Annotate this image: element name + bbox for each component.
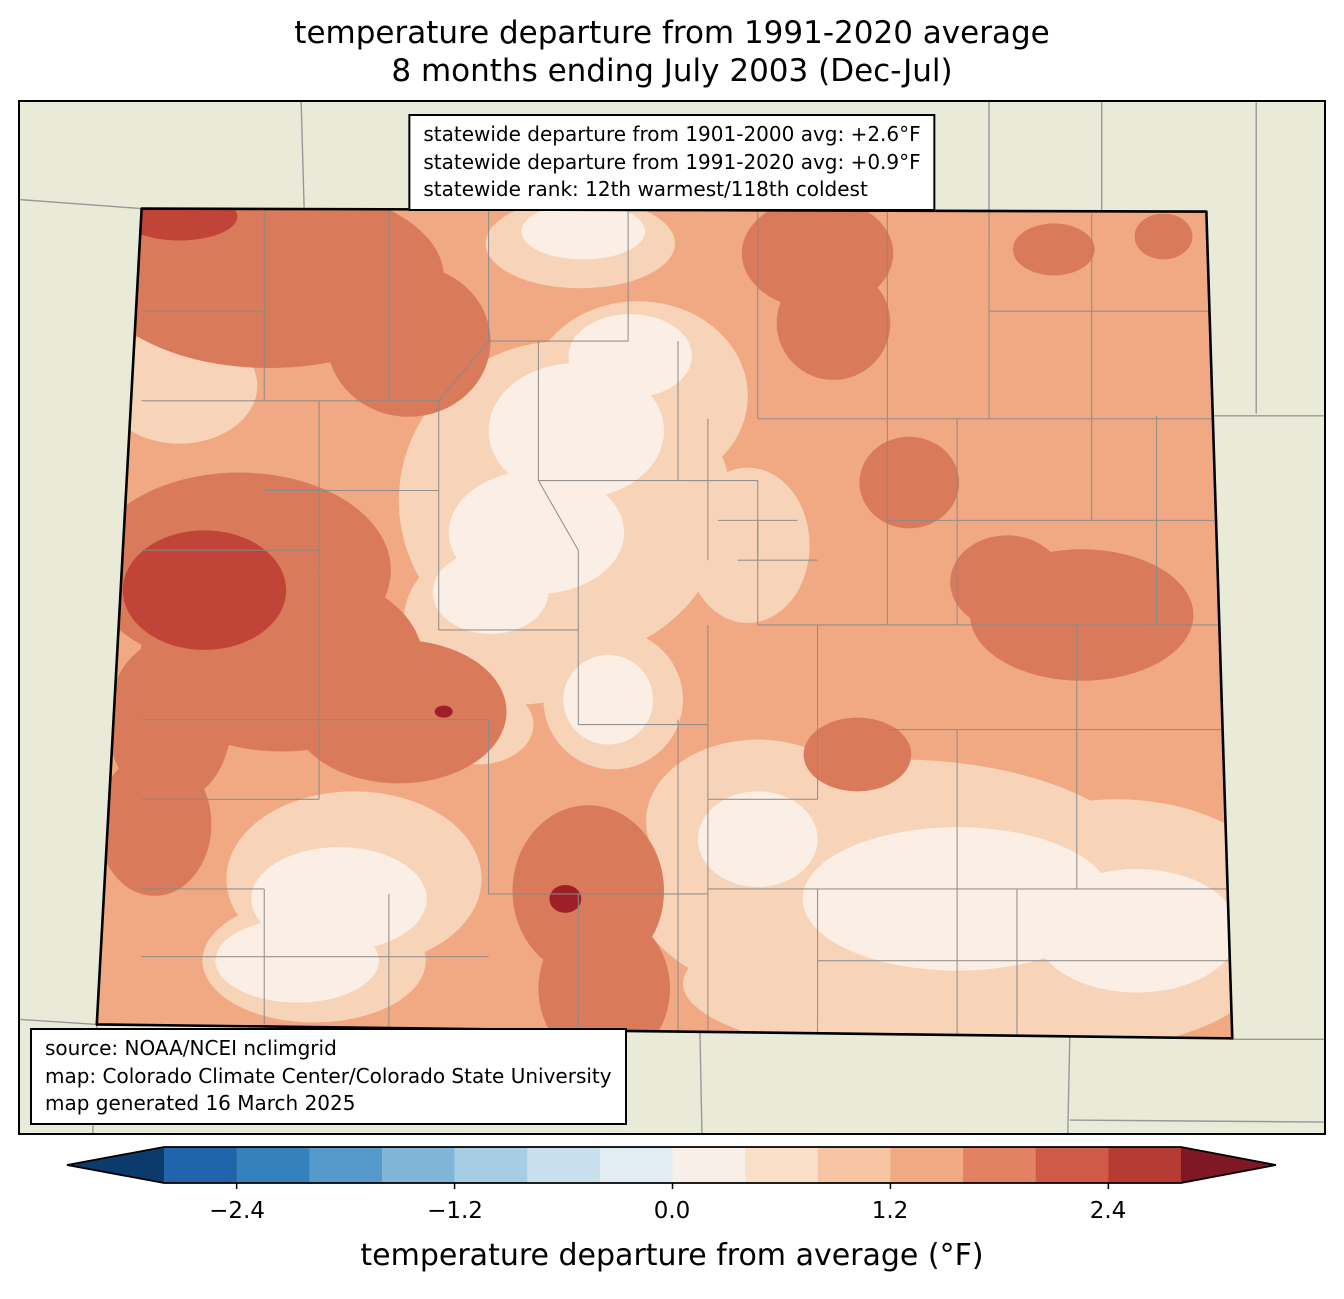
colorbar bbox=[65, 1145, 1278, 1191]
map-panel: statewide departure from 1901-2000 avg: … bbox=[18, 100, 1326, 1135]
stats-line-3: statewide rank: 12th warmest/118th colde… bbox=[423, 177, 868, 202]
source-line-2: map: Colorado Climate Center/Colorado St… bbox=[45, 1063, 612, 1088]
colorbar-tick-neg2_4: −2.4 bbox=[209, 1198, 265, 1224]
colorbar-tick-2_4: 2.4 bbox=[1089, 1198, 1127, 1224]
contour-level-hottest bbox=[434, 705, 582, 913]
chart-title-line1: temperature departure from 1991-2020 ave… bbox=[294, 15, 1050, 51]
source-line-1: source: NOAA/NCEI nclimgrid bbox=[45, 1036, 337, 1061]
contour-level-palest bbox=[215, 208, 1233, 1003]
colorado-temperature-map bbox=[20, 102, 1324, 1133]
source-attribution-box: source: NOAA/NCEI nclimgrid map: Colorad… bbox=[30, 1028, 627, 1125]
colorbar-tick-neg1_2: −1.2 bbox=[427, 1198, 483, 1224]
temperature-contours bbox=[96, 208, 1233, 1039]
chart-title-line2: 8 months ending July 2003 (Dec-Jul) bbox=[391, 53, 953, 90]
stats-line-2: statewide departure from 1991-2020 avg: … bbox=[423, 149, 921, 174]
colorbar-tick-1_2: 1.2 bbox=[871, 1198, 909, 1224]
county-boundaries bbox=[141, 209, 1229, 1037]
source-line-3: map generated 16 March 2025 bbox=[45, 1091, 356, 1116]
colorbar-scale bbox=[66, 1146, 1277, 1189]
contour-level-warm bbox=[96, 208, 1194, 1039]
statewide-stats-box: statewide departure from 1901-2000 avg: … bbox=[408, 114, 936, 211]
stats-line-1: statewide departure from 1901-2000 avg: … bbox=[423, 122, 921, 146]
colorbar-tick-0: 0.0 bbox=[653, 1198, 691, 1224]
chart-title: temperature departure from 1991-2020 ave… bbox=[0, 14, 1344, 91]
contour-level-hot bbox=[121, 208, 287, 650]
colorbar-axis-label: temperature departure from average (°F) bbox=[360, 1238, 984, 1273]
